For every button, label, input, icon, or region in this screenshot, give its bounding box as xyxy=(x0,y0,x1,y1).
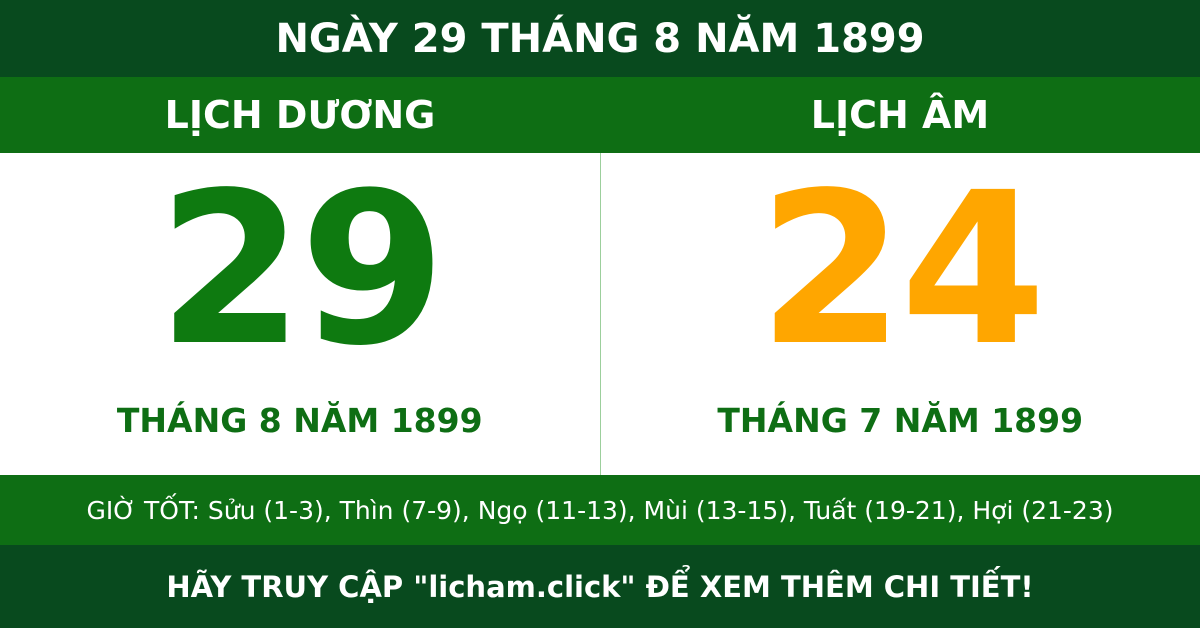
date-panels: 29 THÁNG 8 NĂM 1899 24 THÁNG 7 NĂM 1899 xyxy=(0,153,1200,475)
lunar-header: LỊCH ÂM xyxy=(810,93,990,137)
footer: HÃY TRUY CẬP "licham.click" ĐỂ XEM THÊM … xyxy=(0,545,1200,628)
title: NGÀY 29 THÁNG 8 NĂM 1899 xyxy=(0,0,1200,77)
solar-header: LỊCH DƯƠNG xyxy=(164,93,436,137)
lunar-day: 24 xyxy=(758,147,1046,392)
solar-month-year: THÁNG 8 NĂM 1899 xyxy=(116,401,483,440)
lunar-panel: 24 THÁNG 7 NĂM 1899 xyxy=(599,147,1200,475)
solar-panel: 29 THÁNG 8 NĂM 1899 xyxy=(0,153,600,475)
column-headers: LỊCH DƯƠNG LỊCH ÂM xyxy=(0,77,1200,153)
lunar-month-year: THÁNG 7 NĂM 1899 xyxy=(717,401,1084,440)
solar-day: 29 xyxy=(157,147,446,392)
good-hours: GIỜ TỐT: Sửu (1-3), Thìn (7-9), Ngọ (11-… xyxy=(0,475,1200,545)
